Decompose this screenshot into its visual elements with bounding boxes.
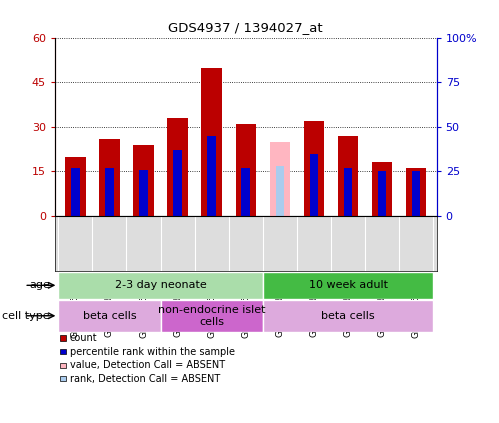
Bar [378, 171, 386, 216]
Bar [304, 121, 324, 216]
Bar [99, 139, 120, 216]
Text: beta cells: beta cells [83, 311, 136, 321]
Text: beta cells: beta cells [321, 311, 375, 321]
Bar [263, 300, 433, 332]
Bar [208, 136, 216, 216]
Bar [242, 168, 250, 216]
Bar [105, 168, 114, 216]
Bar [338, 136, 358, 216]
Text: age: age [29, 280, 50, 290]
Text: rank, Detection Call = ABSENT: rank, Detection Call = ABSENT [70, 374, 220, 384]
Bar [65, 157, 85, 216]
Bar [58, 300, 161, 332]
Text: 10 week adult: 10 week adult [308, 280, 388, 290]
Text: value, Detection Call = ABSENT: value, Detection Call = ABSENT [70, 360, 225, 370]
Bar [71, 168, 80, 216]
Bar [269, 142, 290, 216]
Bar [173, 150, 182, 216]
Text: cell type: cell type [2, 311, 50, 321]
Bar [167, 118, 188, 216]
Bar [372, 162, 392, 216]
Bar [310, 154, 318, 216]
Text: percentile rank within the sample: percentile rank within the sample [70, 346, 235, 357]
Text: count: count [70, 333, 97, 343]
Bar [412, 171, 421, 216]
Text: GDS4937 / 1394027_at: GDS4937 / 1394027_at [169, 21, 323, 34]
Text: 2-3 day neonate: 2-3 day neonate [115, 280, 207, 290]
Bar [133, 145, 154, 216]
Bar [161, 300, 263, 332]
Bar [58, 272, 263, 299]
Bar [275, 166, 284, 216]
Bar [139, 170, 148, 216]
Bar [263, 272, 433, 299]
Bar [344, 168, 352, 216]
Text: non-endocrine islet
cells: non-endocrine islet cells [158, 305, 265, 327]
Bar [406, 168, 427, 216]
Bar [236, 124, 256, 216]
Bar [202, 68, 222, 216]
